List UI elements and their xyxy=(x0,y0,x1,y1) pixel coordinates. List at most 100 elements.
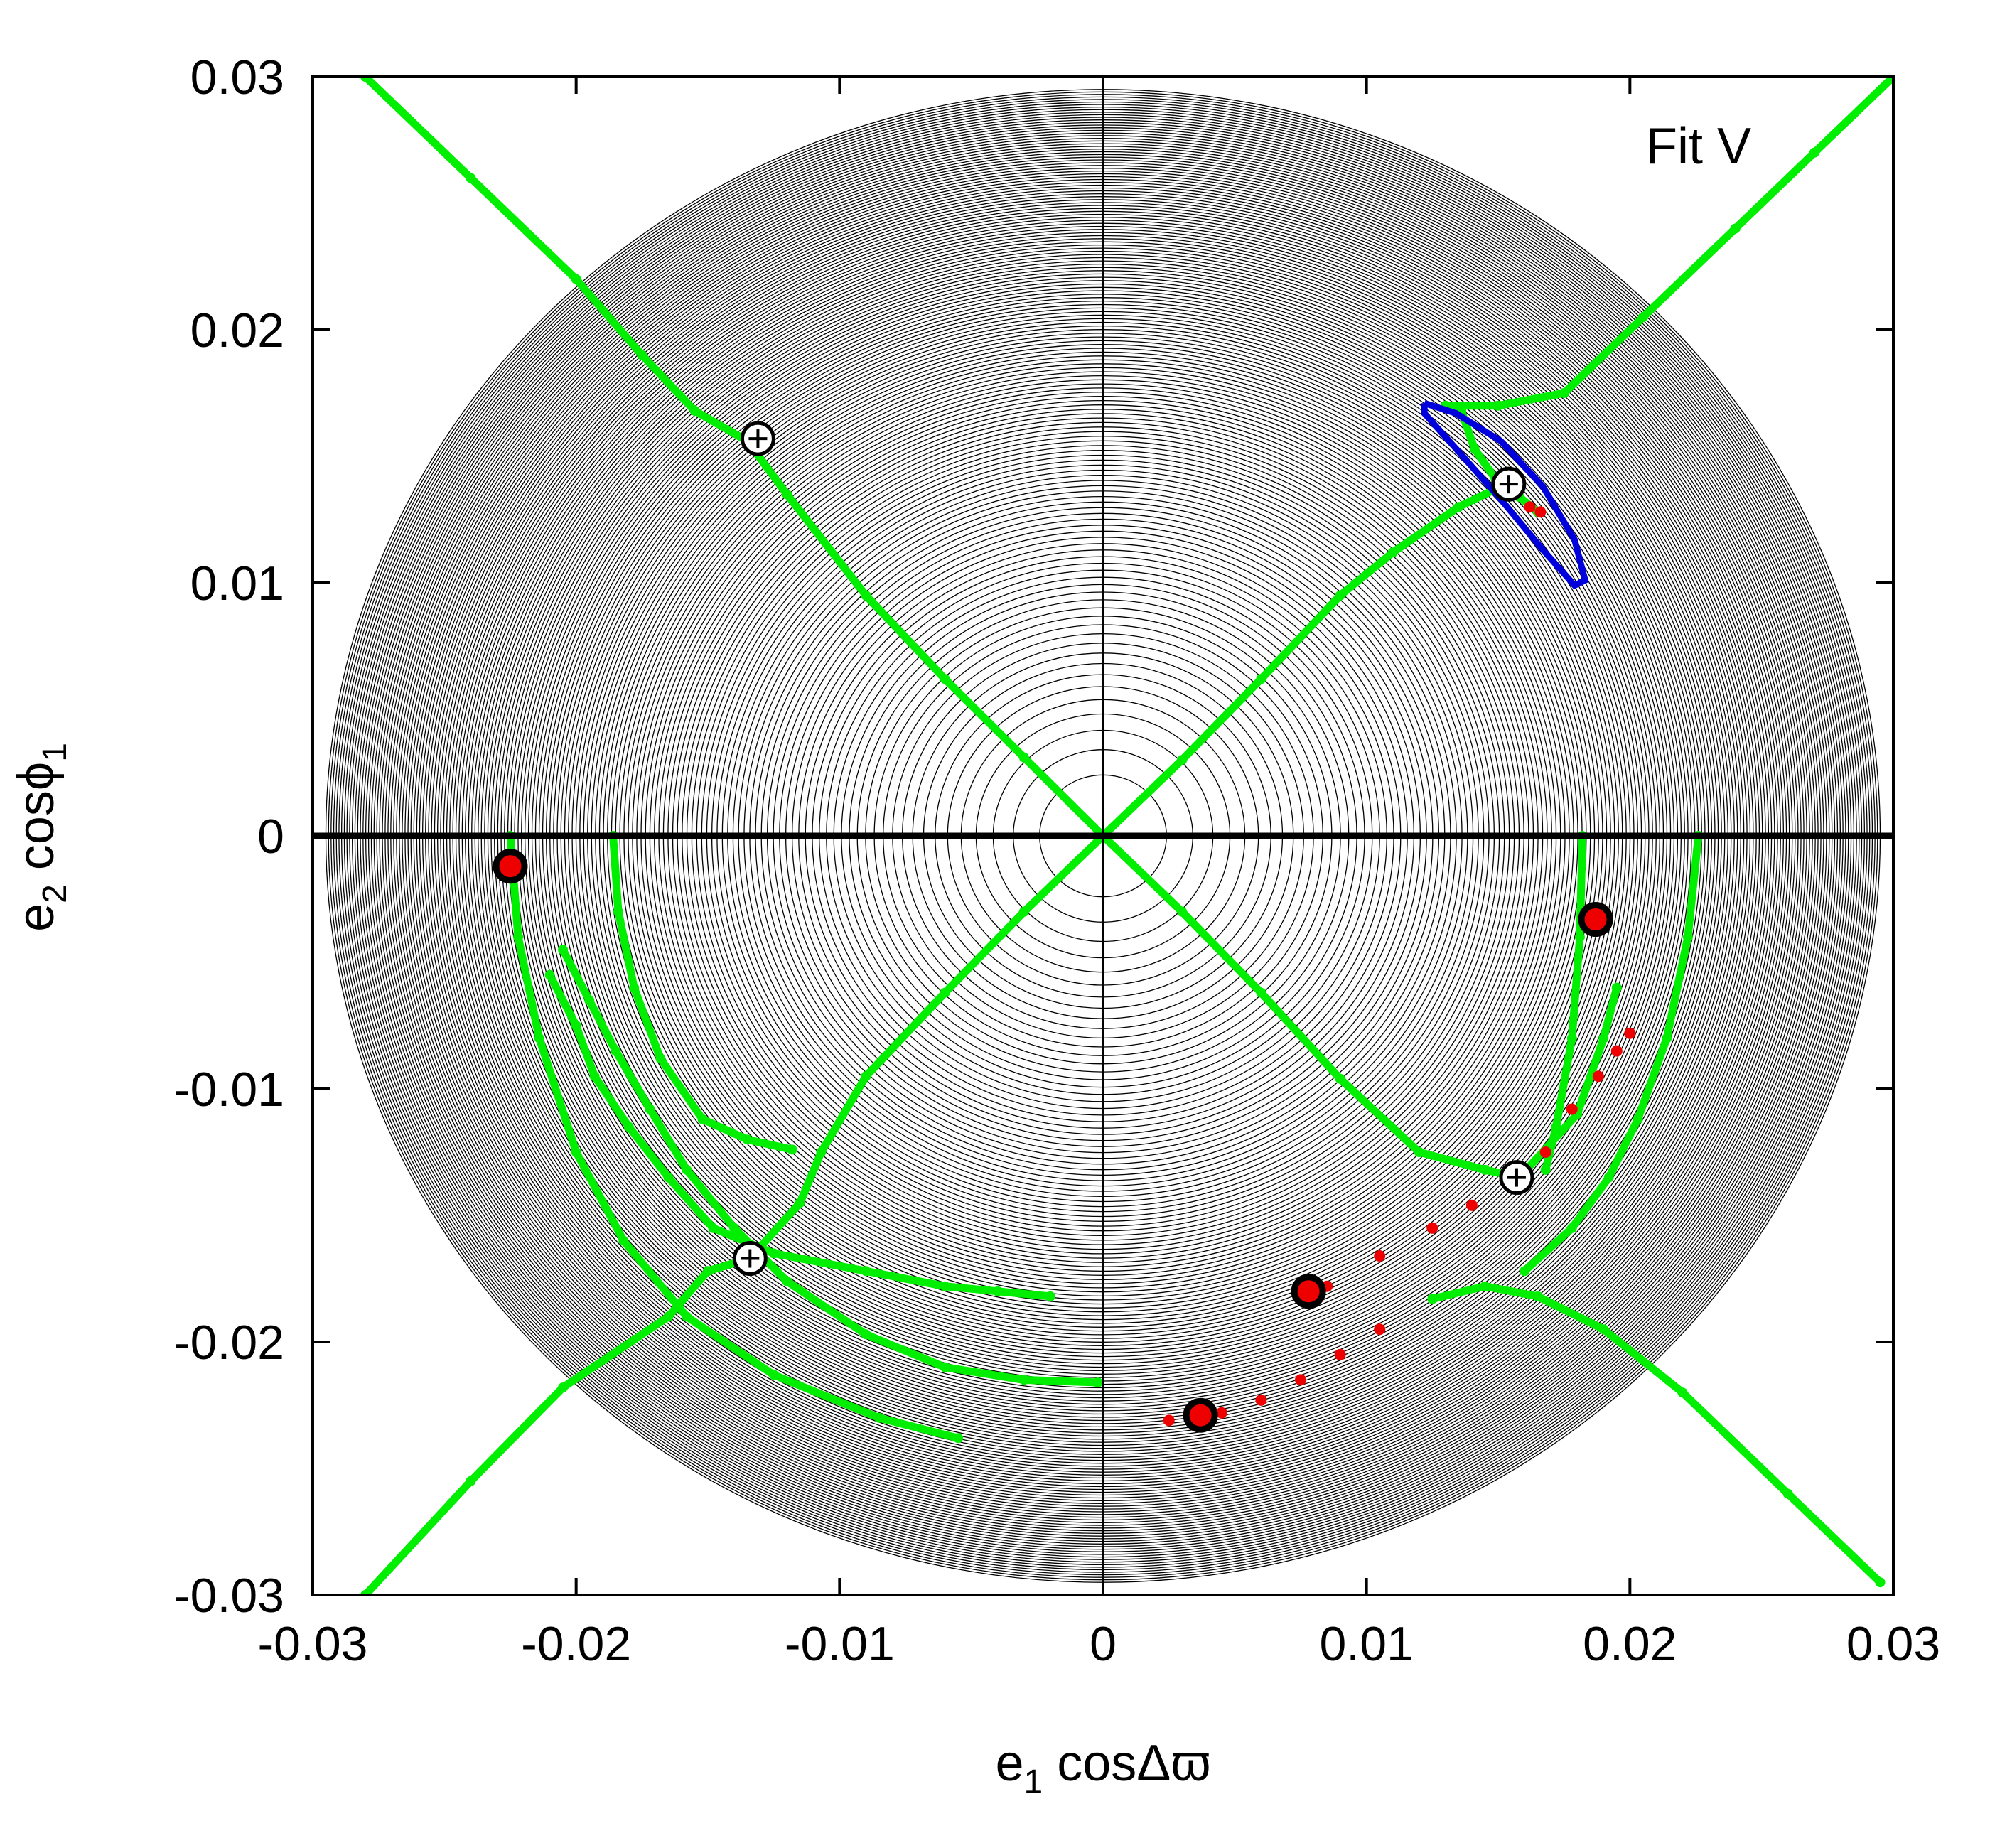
x-tick-label: 0 xyxy=(1090,1617,1117,1671)
data-point xyxy=(1018,752,1029,763)
series-curve xyxy=(361,478,1515,1595)
y-tick-label: -0.02 xyxy=(174,1316,284,1370)
data-point xyxy=(861,1329,871,1340)
crosshair-marker xyxy=(732,1241,768,1277)
crosshair-marker xyxy=(1491,466,1527,502)
data-point xyxy=(689,405,700,416)
data-point xyxy=(571,274,581,284)
crosshair-marker xyxy=(740,421,775,456)
x-tick-label: -0.02 xyxy=(521,1617,631,1671)
data-point xyxy=(1374,1250,1386,1262)
data-point xyxy=(1414,1147,1424,1157)
data-point xyxy=(637,350,647,360)
data-point xyxy=(1256,674,1266,684)
y-tick-label: 0.02 xyxy=(190,303,284,358)
data-point xyxy=(1335,590,1345,601)
data-point xyxy=(1520,1266,1530,1277)
marker-point xyxy=(1183,1397,1218,1433)
data-point xyxy=(1782,1488,1793,1499)
data-point xyxy=(816,1147,827,1157)
data-point xyxy=(1809,147,1819,158)
data-point xyxy=(571,1147,581,1157)
x-tick-label: 0.01 xyxy=(1319,1617,1413,1671)
data-point xyxy=(1387,547,1398,558)
y-axis-label-rest: cosϕ xyxy=(8,762,65,884)
data-point xyxy=(708,1223,719,1233)
data-point xyxy=(584,995,595,1006)
data-point xyxy=(1524,501,1536,513)
data-point xyxy=(682,1311,692,1322)
marker-point xyxy=(1291,1274,1326,1309)
data-point xyxy=(1532,1291,1543,1301)
data-point xyxy=(953,1433,964,1444)
y-axis-label-main: e xyxy=(8,903,65,932)
data-point xyxy=(742,1134,753,1145)
data-point xyxy=(703,1266,713,1277)
fit-label: Fit V xyxy=(1646,118,1751,175)
data-point xyxy=(534,1033,544,1043)
data-point xyxy=(663,1311,674,1322)
data-point xyxy=(466,1476,476,1486)
data-point xyxy=(940,1362,950,1372)
x-axis-label-rest: cosΔϖ xyxy=(1043,1735,1210,1792)
data-point xyxy=(682,1164,692,1175)
data-point xyxy=(1163,1414,1175,1427)
y-axis-label: e2 cosϕ1 xyxy=(8,743,74,932)
y-axis-label-sub2: 1 xyxy=(36,743,74,762)
data-point xyxy=(1566,1223,1577,1233)
data-point xyxy=(1598,1033,1609,1043)
data-point xyxy=(1334,1348,1346,1360)
data-point xyxy=(629,982,640,993)
marker-point xyxy=(1578,902,1613,937)
ticks: -0.03 -0.02 -0.01 0 0.01 0.02 0.03 -0.03 -0.02 -0… xyxy=(174,50,1940,1671)
data-point xyxy=(513,932,524,942)
data-point xyxy=(1374,1323,1386,1336)
data-point xyxy=(697,1114,708,1124)
data-point xyxy=(589,1071,600,1082)
y-tick-label: -0.03 xyxy=(174,1569,284,1623)
data-point xyxy=(613,906,623,917)
data-point xyxy=(1539,1146,1551,1158)
data-point xyxy=(1045,1291,1055,1301)
data-point xyxy=(940,674,950,684)
data-point xyxy=(1598,1324,1609,1335)
data-point xyxy=(782,1276,792,1286)
data-point xyxy=(873,1412,884,1423)
data-point xyxy=(1566,1103,1578,1115)
crosshair-marker xyxy=(1499,1160,1534,1196)
y-tick-label: 0.03 xyxy=(190,50,284,104)
data-point xyxy=(787,1144,797,1155)
data-point xyxy=(1633,1114,1643,1124)
x-tick-label: 0.03 xyxy=(1846,1617,1940,1671)
data-point xyxy=(558,1382,569,1393)
data-point xyxy=(1551,1122,1561,1132)
data-point xyxy=(1611,982,1622,993)
data-point xyxy=(1092,1377,1103,1387)
data-point xyxy=(623,1122,634,1132)
data-point xyxy=(1453,502,1464,512)
data-point xyxy=(1295,1374,1306,1386)
data-point xyxy=(1469,444,1480,454)
data-point xyxy=(1426,1222,1438,1234)
data-point xyxy=(1603,1172,1614,1183)
data-point xyxy=(1177,906,1188,917)
data-point xyxy=(861,1071,871,1082)
data-point xyxy=(1255,1394,1267,1406)
data-point xyxy=(1215,1407,1227,1419)
y-tick-label: -0.01 xyxy=(174,1063,284,1117)
data-point xyxy=(558,945,569,955)
x-axis-label-sub: 1 xyxy=(1023,1763,1043,1801)
data-point xyxy=(861,1266,871,1277)
data-point xyxy=(1256,987,1266,998)
data-point xyxy=(1480,1164,1490,1175)
data-point xyxy=(1624,1027,1636,1039)
data-point xyxy=(663,1172,674,1183)
data-point xyxy=(1574,932,1585,942)
data-point xyxy=(1592,1070,1604,1083)
marker-point xyxy=(493,849,528,884)
data-point xyxy=(1730,223,1741,234)
x-tick-label: -0.03 xyxy=(258,1617,368,1671)
data-point xyxy=(1677,1387,1688,1398)
x-tick-label: 0.02 xyxy=(1583,1617,1677,1671)
data-point xyxy=(1875,1577,1886,1588)
